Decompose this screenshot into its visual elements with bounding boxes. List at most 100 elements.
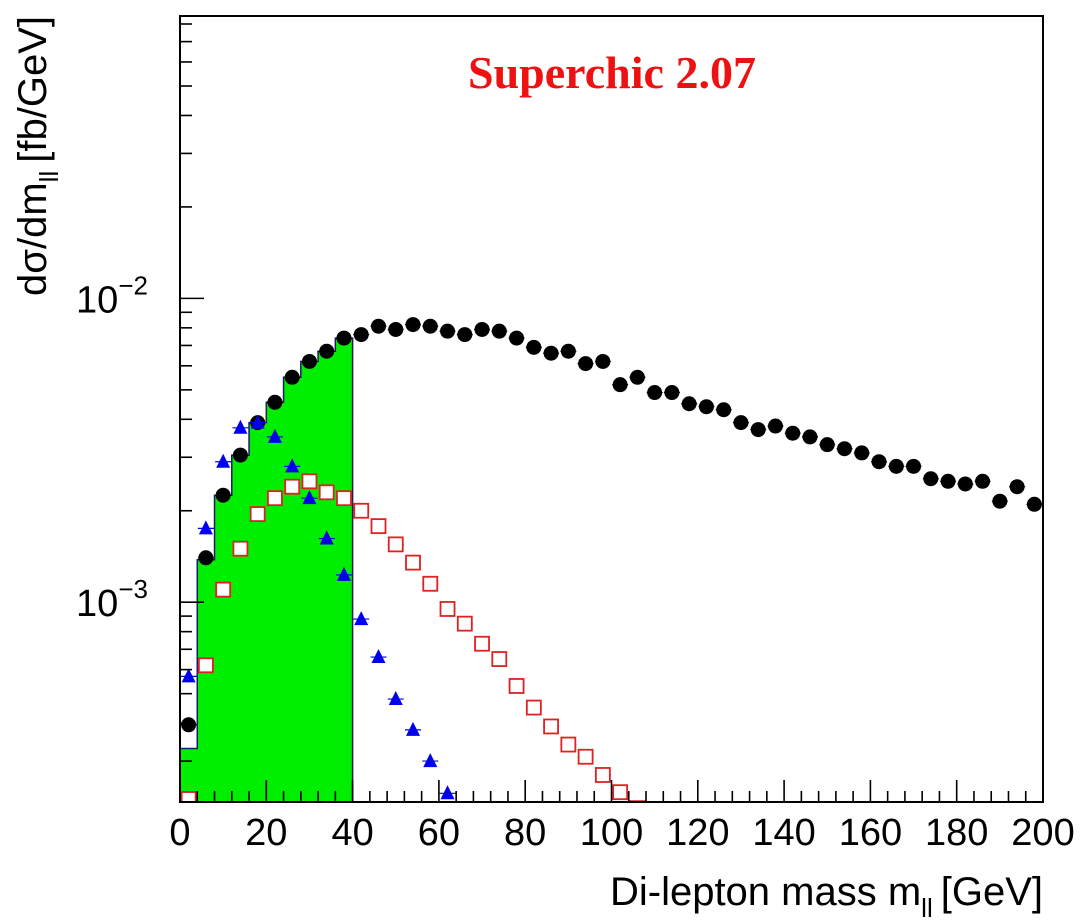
x-axis-ticks: 0 20 40 60 80 100 120 140 160 180 200: [169, 780, 1075, 854]
y-tick-label: 10−3: [76, 574, 148, 625]
data-point-circle: [664, 385, 680, 401]
y-tick-label: 10−2: [76, 270, 148, 321]
data-point-circle: [198, 550, 214, 566]
data-point-open-square: [560, 736, 577, 753]
data-point-circle: [923, 471, 939, 487]
data-point-circle: [888, 458, 904, 474]
data-point-circle: [992, 493, 1008, 509]
data-point-circle: [370, 318, 386, 334]
y-axis-label-sub: ll: [34, 171, 64, 183]
data-point-triangle: [406, 721, 421, 736]
data-point-circle: [284, 369, 300, 385]
x-tick-label: 160: [839, 812, 902, 854]
data-point-triangle: [302, 490, 317, 505]
x-tick-label: 120: [666, 812, 729, 854]
data-point-open-square: [456, 615, 473, 632]
data-point-circle: [906, 458, 922, 474]
data-point-circle: [181, 717, 197, 733]
data-point-circle: [491, 323, 507, 339]
y-axis-label: dσ/dmll [fb/GeV]: [11, 16, 64, 296]
data-point-triangle: [388, 691, 403, 706]
data-point-circle: [422, 318, 438, 334]
data-point-circle: [1026, 496, 1042, 512]
y-axis-label-unit: [fb/GeV]: [11, 16, 55, 163]
data-point-circle: [647, 385, 663, 401]
data-point-open-square: [405, 554, 421, 571]
data-point-circle: [232, 447, 248, 463]
data-point-open-square: [525, 699, 542, 716]
x-tick-label: 100: [580, 812, 643, 854]
data-point-open-square: [370, 518, 387, 535]
data-series: [180, 317, 1043, 802]
x-axis-label-sub: ll: [921, 893, 933, 920]
data-point-circle: [319, 343, 335, 359]
data-point-circle: [975, 473, 991, 489]
data-point-open-square: [491, 651, 508, 667]
chart-title: Superchic 2.07: [468, 47, 756, 98]
data-point-triangle: [336, 566, 351, 581]
data-point-open-square: [197, 657, 214, 674]
data-point-circle: [629, 369, 645, 385]
data-point-circle: [560, 343, 576, 359]
data-point-circle: [526, 339, 542, 355]
data-point-open-square: [180, 791, 197, 802]
data-point-open-square: [249, 506, 266, 522]
data-point-circle: [767, 418, 783, 434]
data-point-open-square: [336, 490, 352, 507]
x-tick-label: 200: [1011, 812, 1074, 854]
data-point-circle: [405, 317, 421, 333]
data-point-circle: [716, 402, 732, 418]
y-tick-label-base: 10: [76, 583, 118, 625]
x-tick-label: 140: [752, 812, 815, 854]
data-point-circle: [854, 445, 870, 461]
series-triangle: [180, 414, 456, 800]
y-tick-label-exponent: −3: [118, 574, 148, 604]
data-point-open-square: [284, 478, 301, 495]
x-tick-label: 80: [504, 812, 546, 854]
data-point-circle: [1009, 479, 1025, 495]
x-tick-label: 180: [925, 812, 988, 854]
data-point-circle: [733, 415, 749, 431]
x-tick-label: 60: [418, 812, 460, 854]
data-point-open-square: [301, 473, 318, 490]
data-point-open-square: [215, 581, 232, 598]
y-tick-label-exponent: −2: [118, 270, 148, 300]
y-axis-ticks: 10−310−2: [76, 23, 204, 762]
data-point-circle: [388, 321, 404, 337]
data-point-circle: [509, 330, 525, 346]
data-point-open-square: [594, 767, 611, 783]
data-point-triangle: [267, 428, 282, 443]
data-point-circle: [750, 422, 766, 438]
data-point-open-square: [439, 601, 456, 617]
data-point-circle: [698, 399, 714, 415]
data-point-open-square: [232, 540, 249, 557]
x-tick-label: 0: [169, 812, 190, 854]
data-point-open-square: [318, 484, 335, 501]
data-point-circle: [819, 437, 835, 453]
data-point-circle: [301, 353, 317, 369]
x-axis-label: Di-lepton mass mll [GeV]: [610, 870, 1043, 920]
series-open-square: [180, 473, 646, 802]
data-point-circle: [215, 487, 231, 503]
data-point-circle: [353, 327, 369, 343]
data-point-circle: [543, 345, 559, 361]
data-point-open-square: [353, 502, 370, 519]
data-point-circle: [578, 356, 594, 372]
data-point-circle: [802, 429, 818, 445]
y-axis-label-main: dσ/dm: [11, 182, 55, 296]
data-point-triangle: [440, 785, 455, 800]
data-point-circle: [681, 396, 697, 412]
data-point-circle: [871, 454, 887, 470]
data-point-circle: [440, 323, 456, 339]
data-point-open-square: [474, 635, 490, 652]
data-point-circle: [940, 473, 956, 489]
data-point-circle: [336, 330, 352, 346]
data-point-open-square: [267, 490, 283, 507]
data-point-circle: [837, 441, 853, 457]
data-point-open-square: [422, 575, 439, 592]
data-point-triangle: [319, 530, 334, 545]
data-point-triangle: [354, 611, 369, 626]
data-point-open-square: [387, 536, 404, 553]
x-tick-label: 20: [245, 812, 287, 854]
